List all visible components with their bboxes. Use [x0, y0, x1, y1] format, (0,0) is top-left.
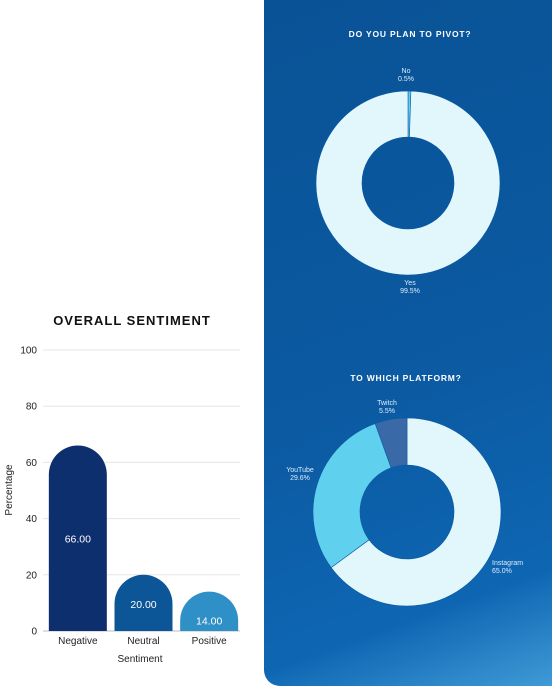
bar-y-tick-label: 20	[26, 570, 38, 581]
bar-value-label: 66.00	[65, 533, 91, 545]
platform-chart-title: TO WHICH PLATFORM?	[350, 373, 461, 383]
bar-category-label: Positive	[192, 636, 227, 647]
donut-slice-instagram	[330, 417, 502, 607]
bar-negative	[48, 445, 107, 631]
bar-y-tick-label: 60	[26, 458, 38, 469]
bar-value-label: 20.00	[130, 599, 156, 611]
bar-y-tick-label: 0	[31, 627, 37, 638]
bar-series: 66.00 Negative 20.00 Neutral 14.00 Positive	[48, 445, 239, 647]
donut-value-label: 99.5%	[400, 288, 420, 295]
sentiment-panel	[0, 0, 264, 686]
donut-label: No	[402, 68, 411, 75]
donut-label: YouTube	[286, 467, 314, 474]
bar-y-tick-label: 80	[26, 402, 38, 413]
donut-slice-twitch	[374, 417, 408, 469]
pivot-chart-title: DO YOU PLAN TO PIVOT?	[349, 29, 472, 39]
bar-x-axis-label: Sentiment	[117, 654, 162, 665]
donut-slice-youtube	[312, 423, 392, 568]
bar-chart-title: OVERALL SENTIMENT	[53, 313, 211, 328]
donut-value-label: 0.5%	[398, 76, 414, 83]
bar-value-label: 14.00	[196, 616, 222, 628]
donut-label: Instagram	[492, 560, 523, 567]
donut-value-label: 29.6%	[290, 475, 310, 482]
donut-label: Twitch	[377, 400, 397, 407]
donut-value-label: 5.5%	[379, 408, 395, 415]
bar-category-label: Neutral	[127, 636, 159, 647]
bar-y-tick-label: 100	[20, 346, 37, 357]
bar-positive	[180, 591, 239, 631]
donut-value-label: 65.0%	[492, 568, 512, 575]
bar-neutral	[114, 574, 173, 631]
bar-y-axis-label: Percentage	[4, 464, 15, 516]
bar-y-tick-label: 40	[26, 514, 38, 525]
bar-category-label: Negative	[58, 636, 98, 647]
donut-label: Yes	[404, 280, 416, 287]
donut-slice-yes	[315, 90, 501, 276]
bar-y-ticks: 0 20 40 60 80 100	[20, 346, 37, 638]
